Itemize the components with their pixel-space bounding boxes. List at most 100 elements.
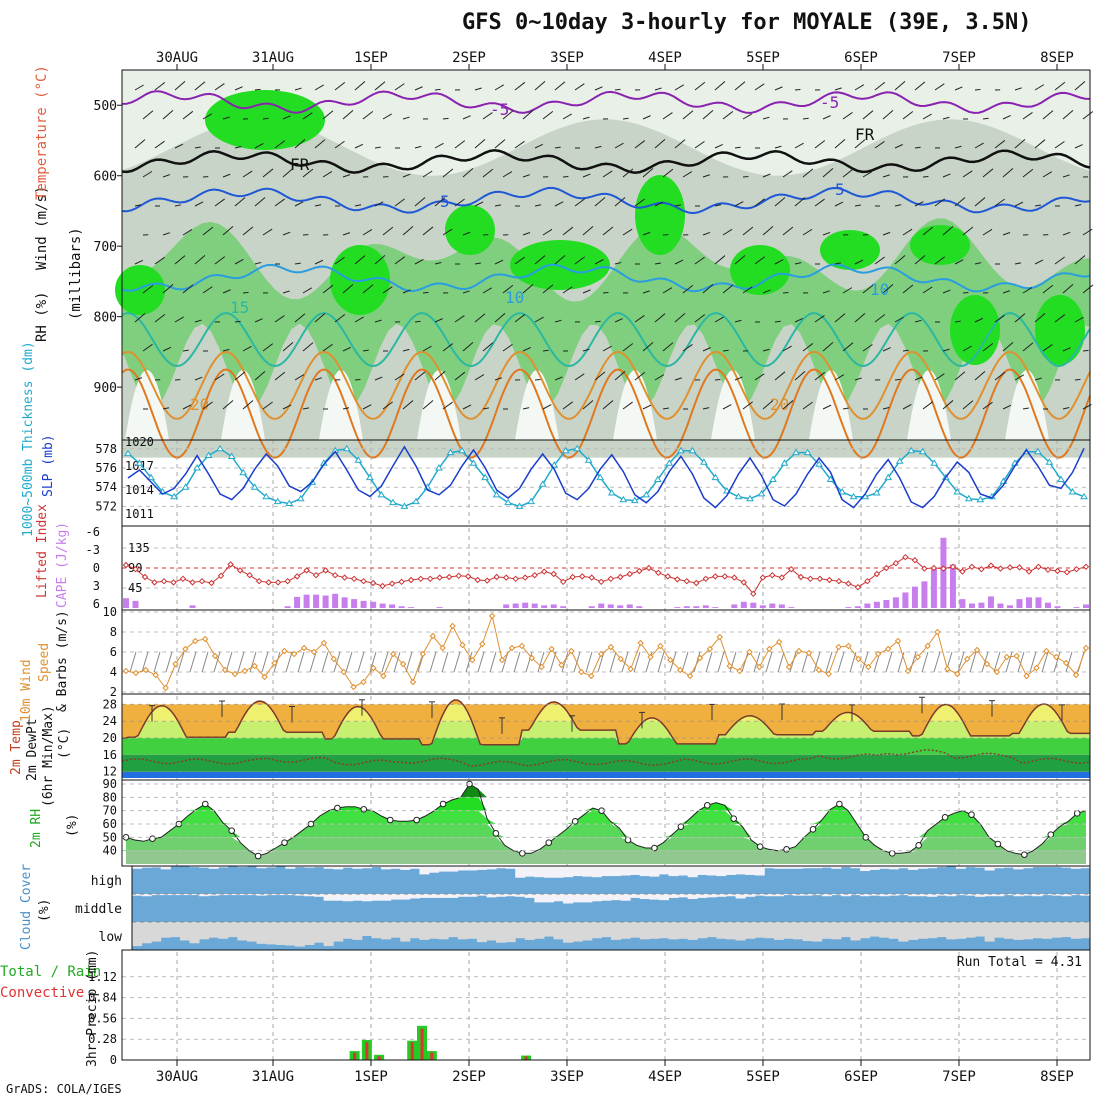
wind-barb (582, 225, 594, 236)
rh-label-1: 2m RH (29, 809, 44, 848)
wind-barb (682, 110, 694, 120)
rh-band (126, 810, 1086, 824)
pressure-tick-label: 900 (94, 381, 117, 396)
wind-barb (614, 142, 624, 149)
lifted-index-point (940, 565, 947, 572)
lifted-index-point (930, 564, 938, 572)
lifted-index-point (740, 579, 748, 586)
cloud-clear-high (975, 866, 986, 868)
thickness-point (389, 498, 397, 506)
wind-barb (974, 88, 981, 91)
lifted-index-point (873, 570, 881, 578)
lifted-index-point (246, 571, 253, 579)
thickness-point (769, 475, 777, 482)
wind-barb (882, 283, 894, 294)
wind-barb (254, 142, 264, 149)
cloud-clear-middle (199, 894, 210, 897)
wind-barb (774, 197, 786, 207)
cloud-clear-low (984, 922, 995, 942)
contour-label: 5 (440, 192, 450, 211)
cape-bar (550, 604, 557, 608)
cloud-clear-high (793, 866, 804, 869)
cloud-clear-high (419, 866, 430, 875)
wind-barb (402, 173, 411, 178)
wind-barb (694, 314, 706, 323)
lifted-index-point (512, 575, 519, 583)
wind-barb (674, 84, 685, 91)
cloud-clear-middle (620, 894, 631, 901)
cloud-clear-low (773, 922, 784, 940)
cloud-clear-high (591, 866, 602, 878)
wind-barb (622, 168, 634, 178)
wind-barb (614, 88, 621, 91)
surface-barb (201, 651, 209, 673)
cloud-clear-low (141, 922, 152, 944)
wind-barb (442, 401, 453, 410)
lifted-index-point (388, 580, 396, 587)
rh-90-blob (910, 225, 970, 265)
wind-barb (794, 142, 804, 149)
surface-barb (861, 651, 869, 673)
grads-credit: GrADS: COLA/IGES (6, 1082, 122, 1096)
wind-barb (374, 146, 381, 149)
cape-bar (284, 606, 291, 608)
wind-barb (194, 376, 203, 381)
wind-barb (974, 370, 986, 381)
wind-barb (234, 371, 246, 381)
wind-barb (642, 115, 651, 120)
wind-barb (474, 87, 482, 91)
contour-label: -5 (820, 93, 839, 112)
cloud-clear-middle (735, 894, 746, 899)
wind-speed-point (973, 646, 981, 654)
wind-barb (654, 87, 662, 91)
rh-90-blob (205, 90, 325, 150)
wind-speed-point (835, 643, 842, 651)
lifted-index-point (921, 565, 928, 572)
wind-barb (974, 262, 982, 265)
surface-barb (1065, 651, 1073, 673)
cloud-clear-middle (409, 894, 420, 899)
wind-barb (634, 371, 646, 381)
wind-speed-point (924, 642, 931, 650)
cloud-clear-middle (1003, 894, 1014, 896)
wind-speed-point (469, 656, 476, 664)
thickness-point (918, 447, 927, 455)
wind-barb (842, 168, 854, 178)
wind-barb (262, 117, 269, 120)
wind-barb (482, 287, 493, 294)
wind-speed-point (538, 663, 545, 671)
wind-speed-point (320, 639, 328, 647)
wind-barb (622, 228, 633, 236)
cloud-clear-high (936, 866, 947, 868)
cloud-clear-low (515, 922, 526, 939)
wind-barb (762, 225, 774, 236)
wind-barb (722, 404, 732, 410)
rh-tick-label: 40 (103, 844, 117, 858)
cloud-clear-middle (553, 894, 564, 902)
cloud-clear-low (907, 922, 919, 940)
surface-barb (513, 651, 521, 673)
wind-barb (634, 140, 646, 149)
wind-barb (874, 81, 886, 91)
slp-tick-label: 1017 (125, 459, 154, 473)
wind-speed-point (716, 633, 724, 641)
temp-tick-label: 12 (103, 765, 117, 779)
wind-barb (262, 401, 273, 410)
wind-barb (314, 312, 326, 323)
wind-barb (134, 204, 142, 207)
surface-barb (153, 651, 161, 673)
wind-barb (814, 314, 825, 323)
wind-barb (154, 140, 165, 149)
thickness-point (619, 495, 628, 503)
precip-convective-bar (353, 1052, 357, 1060)
contour-plus15 (121, 312, 1091, 368)
cloud-clear-low (496, 922, 507, 943)
wind-barb (562, 286, 573, 294)
thickness-point (746, 494, 754, 502)
cloud-clear-high (802, 866, 813, 869)
wind-speed-point (963, 655, 971, 663)
date-tick-label-bottom: 4SEP (648, 1069, 682, 1085)
wind-barb (274, 140, 286, 149)
wind-barb (582, 289, 591, 294)
wind-barb (414, 320, 421, 323)
